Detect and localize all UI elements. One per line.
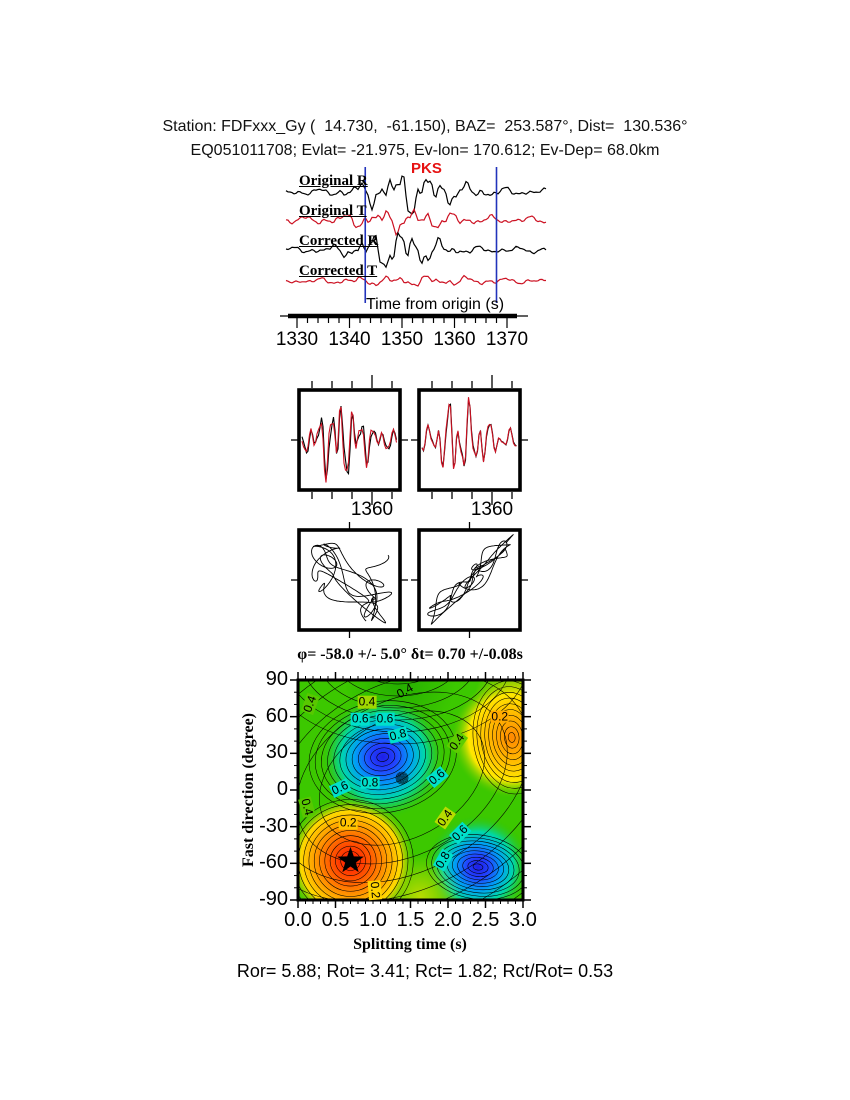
contour-ytick-label: 90 (265, 668, 288, 690)
contour-level-label: 0.2 (338, 815, 358, 830)
contour-level-label: 0.4 (357, 694, 377, 709)
contour-xtick-label: 1.0 (359, 909, 387, 931)
panel-tick-label-right: 1360 (470, 499, 514, 520)
contour-xtick-label: 3.0 (509, 909, 537, 931)
time-tick-label: 1370 (485, 329, 529, 350)
trace-label-corrected-t: Corrected T (299, 263, 378, 279)
trace-original-r (285, 175, 547, 215)
contour-ytick-label: 60 (265, 704, 288, 727)
contour-ytick-label: -30 (259, 814, 288, 837)
panel-tick-label-left: 1360 (350, 499, 394, 520)
contour-xtick-label: 2.0 (434, 909, 462, 931)
contour-ytick-label: 0 (276, 778, 288, 800)
result-stats: Ror= 5.88; Rot= 3.41; Rct= 1.82; Rct/Rot… (236, 961, 614, 981)
contour-level-label: 0.8 (360, 775, 380, 790)
time-axis-label: Time from origin (s) (365, 296, 505, 313)
particle-motion-curve (311, 542, 393, 624)
overlay-wave-red (421, 397, 517, 469)
station-header: Station: FDFxxx_Gy ( 14.730, -61.150), B… (162, 118, 688, 135)
contour-level-label: 0.6 (350, 711, 370, 726)
time-tick-label: 1360 (433, 329, 476, 350)
particle-motion-curve (427, 534, 515, 625)
trace-corrected-t (285, 274, 546, 287)
overlay-wave-black (421, 399, 517, 468)
contour-level-label: 0.6 (375, 711, 395, 726)
trace-label-corrected-r: Corrected R (299, 233, 379, 249)
time-tick-label: 1350 (380, 329, 424, 350)
trace-original-t (285, 207, 547, 237)
overlay-wave-red (301, 406, 398, 483)
contour-xtick-label: 1.5 (396, 909, 425, 931)
contour-xtick-label: 0.0 (284, 909, 312, 931)
contour-xtick-label: 0.5 (321, 909, 350, 931)
time-tick-label: 1330 (275, 329, 319, 350)
contour-xtick-label: 2.5 (471, 909, 500, 931)
trace-label-original-r: Original R (299, 173, 368, 189)
contour-ytick-label: -60 (259, 851, 288, 874)
contour-level-label: 0.2 (490, 709, 510, 724)
phase-label: PKS (411, 160, 442, 177)
best-fit-star (337, 846, 364, 873)
contour-title: φ= -58.0 +/- 5.0° δt= 0.70 +/-0.08s (297, 646, 523, 663)
trace-corrected-r (285, 231, 547, 269)
contour-level-label: 0.2 (367, 880, 384, 901)
time-tick-label: 1340 (328, 329, 371, 350)
event-header: EQ051011708; Evlat= -21.975, Ev-lon= 170… (190, 142, 660, 159)
contour-ytick-label: -90 (259, 888, 288, 910)
contour-xlabel: Splitting time (s) (353, 936, 467, 953)
trace-label-original-t: Original T (299, 203, 367, 219)
contour-ytick-label: 30 (265, 741, 288, 764)
